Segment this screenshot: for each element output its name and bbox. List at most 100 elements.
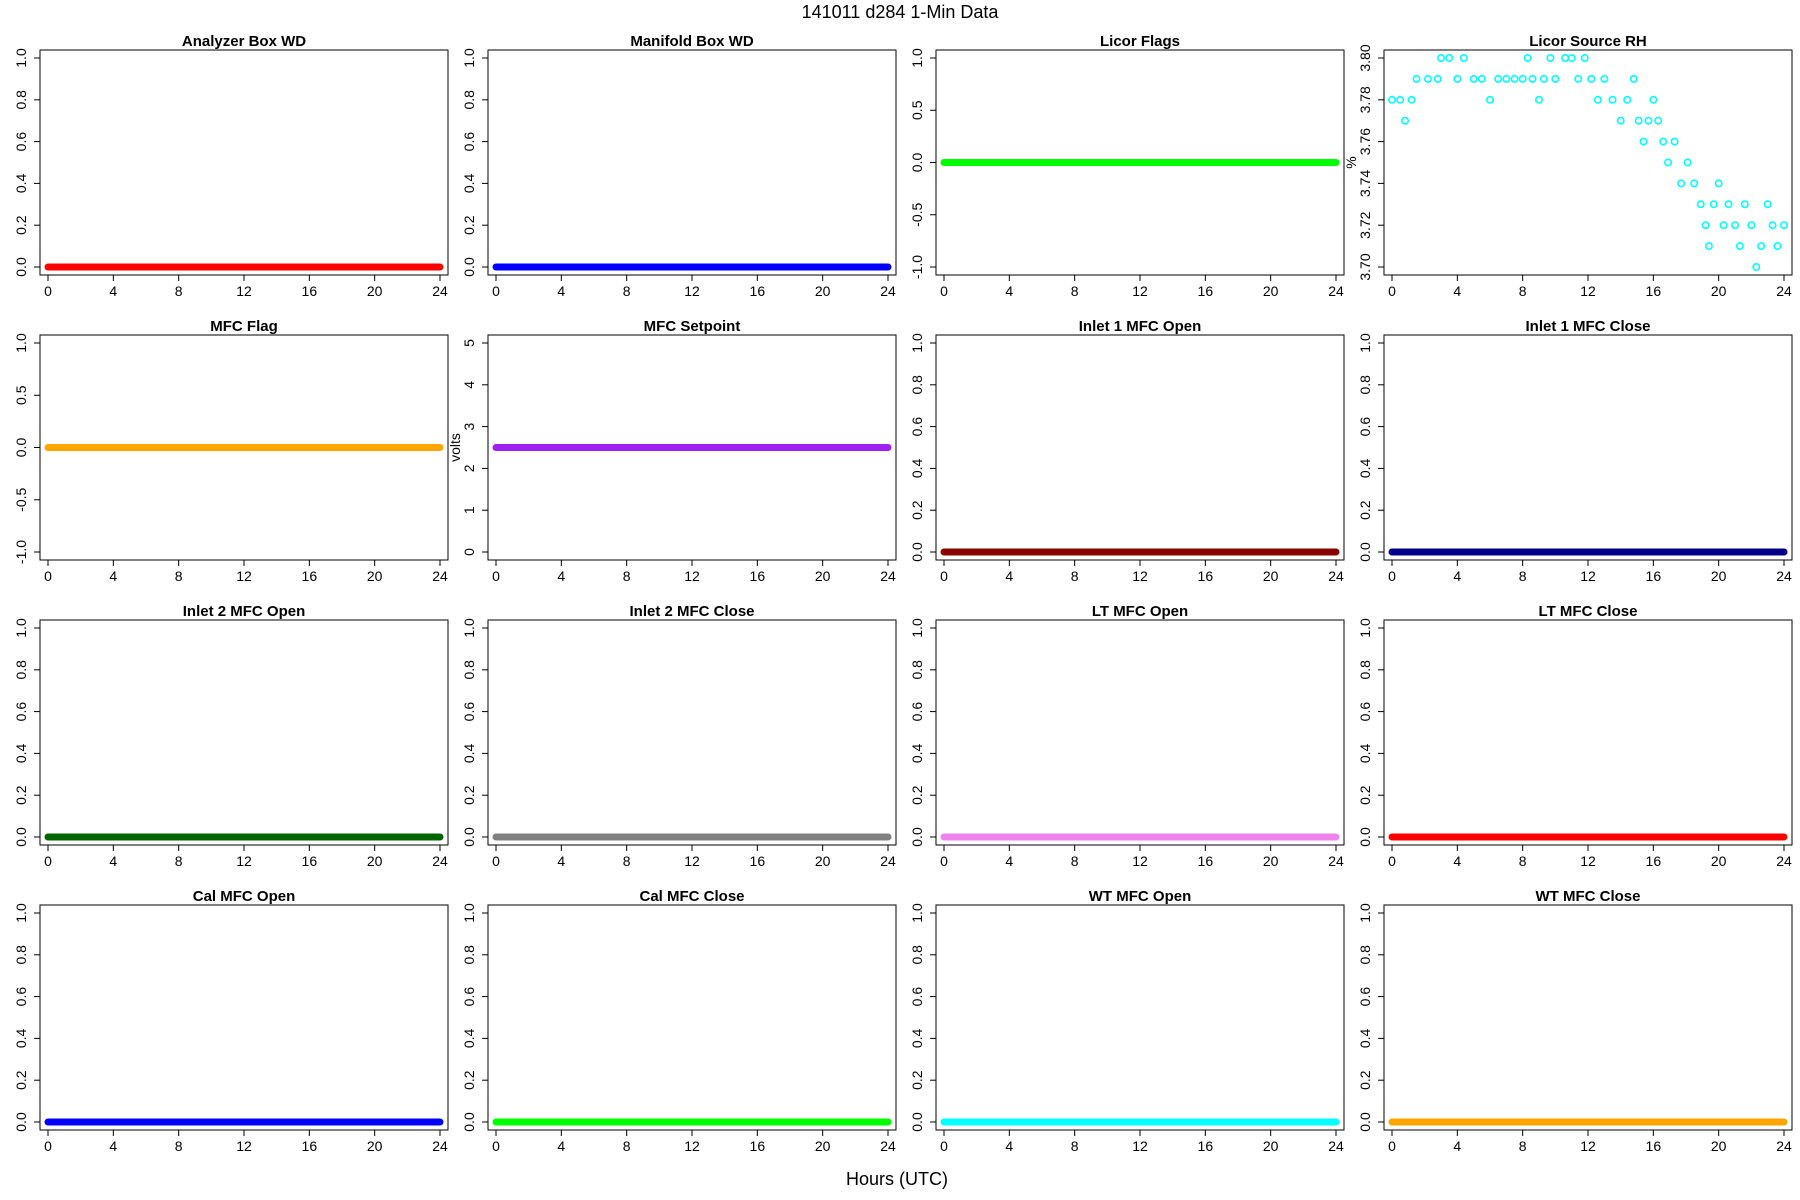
x-tick-label: 20 [1263,283,1279,299]
data-point [1731,221,1740,230]
x-tick-label: 24 [1328,283,1344,299]
x-tick-label: 12 [684,1138,700,1154]
data-point [1546,53,1555,62]
data-point [1459,53,1468,62]
plot-frame [1383,904,1793,1131]
data-point [1670,137,1679,146]
data-point [1453,74,1462,83]
x-tick-label: 8 [1519,283,1527,299]
y-tick-label: 0.0 [461,827,477,847]
x-tick-label: 20 [367,283,383,299]
x-tick-label: 0 [940,283,948,299]
y-tick-label: 0.6 [461,132,477,152]
data-point [1659,137,1668,146]
y-tick-label: 1.0 [909,618,925,638]
panel-title: LT MFC Open [1092,603,1188,620]
x-tick-label: 8 [1071,568,1079,584]
y-tick-label: 0.8 [461,660,477,680]
data-point [1561,53,1570,62]
data-point [1580,53,1589,62]
y-tick-label: 0.6 [13,987,29,1007]
y-tick-label: 0.0 [461,257,477,277]
y-tick-label: 0.4 [13,173,29,193]
x-tick-label: 12 [1580,1138,1596,1154]
y-axis-label: % [1343,156,1359,168]
x-tick-label: 20 [1711,853,1727,869]
y-tick-label: 0.6 [461,702,477,722]
x-tick-label: 12 [1580,853,1596,869]
x-tick-label: 0 [492,283,500,299]
x-tick-label: 8 [175,853,183,869]
x-tick-label: 24 [1776,568,1792,584]
data-point [1704,242,1713,251]
panel-title: WT MFC Close [1536,888,1641,905]
panel: Licor Source RH 0 4 8 12 16 20 24 3.70 3.72 3.74 3.… [1343,33,1793,299]
y-tick-label: 0.4 [1357,458,1373,478]
x-tick-label: 16 [1198,568,1214,584]
y-tick-label: 1.0 [13,333,29,353]
data-point [1780,221,1789,230]
y-tick-label: 0.8 [13,660,29,680]
data-point [1494,74,1503,83]
data-point [1757,242,1766,251]
x-tick-label: 12 [1132,283,1148,299]
data-point [1502,74,1511,83]
y-tick-label: 0.2 [13,1070,29,1090]
y-tick-label: 0.8 [909,945,925,965]
plot-frame [39,904,449,1131]
panel-title: Manifold Box WD [630,33,753,50]
y-tick-label: 3.78 [1357,86,1373,113]
y-tick-label: 0.2 [461,1070,477,1090]
data-point [1535,95,1544,104]
y-tick-label: 0.2 [909,785,925,805]
x-tick-label: 0 [44,853,52,869]
y-tick-label: 0.8 [13,945,29,965]
panel: Cal MFC Close 0 4 8 12 16 20 24 0.0 0.2 0.4 0.6 0.8 1… [461,888,897,1154]
x-tick-label: 12 [1132,853,1148,869]
y-tick-label: 0.8 [461,90,477,110]
x-tick-label: 20 [1263,568,1279,584]
x-tick-label: 4 [557,283,565,299]
plot-frame [487,49,897,276]
plot-frame [935,619,1345,846]
y-tick-label: -1.0 [13,540,29,564]
y-tick-label: 0.2 [461,215,477,235]
x-tick-label: 12 [684,853,700,869]
data-point [1735,242,1744,251]
data-point [1518,74,1527,83]
x-tick-label: 4 [557,568,565,584]
x-tick-label: 24 [1776,283,1792,299]
y-tick-label: 0.4 [909,743,925,763]
y-tick-label: 1.0 [461,48,477,68]
y-tick-label: 0.2 [1357,500,1373,520]
x-tick-label: 16 [1198,1138,1214,1154]
figure-title: 141011 d284 1-Min Data [802,2,1000,22]
x-tick-label: 0 [44,1138,52,1154]
x-tick-label: 0 [1388,568,1396,584]
x-tick-label: 16 [750,283,766,299]
x-tick-label: 0 [44,568,52,584]
panel-title: WT MFC Open [1089,888,1191,905]
panel: Manifold Box WD 0 4 8 12 16 20 24 0.0 0.2 0.4 0.6 0.… [461,33,897,299]
x-tick-label: 0 [1388,853,1396,869]
y-tick-label: 0.6 [1357,987,1373,1007]
y-tick-label: 0.6 [13,702,29,722]
x-tick-label: 24 [880,568,896,584]
x-tick-label: 16 [1646,568,1662,584]
y-tick-label: 0.2 [13,785,29,805]
data-point [1752,262,1761,271]
data-point [1709,200,1718,209]
data-point [1724,200,1733,209]
y-tick-label: 0.0 [909,153,925,173]
y-tick-label: 1.0 [13,48,29,68]
panel: LT MFC Close 0 4 8 12 16 20 24 0.0 0.2 0.4 0.6 0.8 1.… [1357,603,1793,869]
y-tick-label: 0.5 [13,385,29,405]
x-tick-label: 24 [1328,853,1344,869]
x-tick-label: 16 [750,568,766,584]
panel: WT MFC Open 0 4 8 12 16 20 24 0.0 0.2 0.4 0.6 0.8 1.0 [909,888,1345,1154]
y-tick-label: -0.5 [909,202,925,226]
y-tick-label: 1.0 [909,333,925,353]
y-tick-label: 0.8 [1357,660,1373,680]
data-point [1551,74,1560,83]
panel: Inlet 1 MFC Open 0 4 8 12 16 20 24 0.0 0.2 0.4 0.6 0… [909,318,1345,584]
